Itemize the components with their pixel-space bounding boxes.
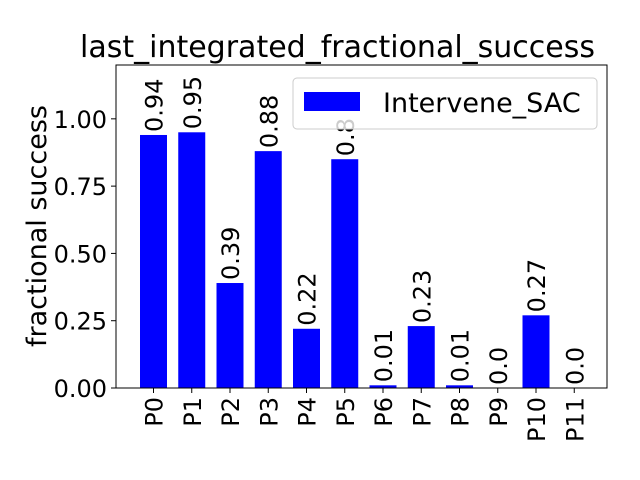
x-tick-label-P11: P11 [561,397,589,442]
x-tick-label-P6: P6 [370,397,398,427]
x-tick-label-P0: P0 [141,397,169,427]
legend-label: Intervene_SAC [383,88,581,119]
x-tick-label-P3: P3 [255,397,283,427]
y-tick-label: 0.25 [54,308,107,336]
x-tick-label-P7: P7 [408,397,436,427]
value-label-P0: 0.94 [141,79,169,132]
value-label-P11: 0.0 [561,347,589,385]
bar-P2[interactable] [216,283,244,388]
x-tick-label-P8: P8 [447,397,475,427]
y-tick-label: 0.00 [54,375,107,403]
y-axis-label: fractional success [22,105,53,347]
bar-P1[interactable] [178,132,206,388]
x-tick-label-P2: P2 [217,397,245,427]
value-label-P6: 0.01 [370,329,398,382]
plot-frame [115,64,608,389]
bar-P10[interactable] [522,315,550,388]
bar-P8[interactable] [446,385,473,388]
x-tick-label-P5: P5 [332,397,360,427]
bar-P0[interactable] [140,134,167,388]
bar-P6[interactable] [369,385,397,388]
x-tick-label-P10: P10 [523,397,551,442]
bar-P4[interactable] [293,328,320,388]
bar-P7[interactable] [407,326,435,388]
value-label-P2: 0.39 [217,227,245,280]
value-label-P4: 0.22 [294,272,322,325]
axes-layer: 0.00 0.25 0.50 0.75 1.00 P0 P1 P2 P3 P4 P5 P6 P7 P8 P9… [54,64,608,442]
y-tick-label: 0.75 [54,173,107,201]
value-label-P10: 0.27 [523,259,551,312]
x-tick-label-P1: P1 [179,397,207,427]
value-label-P9: 0.0 [485,347,513,385]
value-label-P7: 0.23 [408,270,436,323]
value-label-P8: 0.01 [447,329,475,382]
bar-P5[interactable] [331,159,359,388]
legend-swatch [304,92,360,111]
y-tick-label: 0.50 [54,240,107,268]
bars-layer [140,132,550,388]
y-tick-label: 1.00 [54,106,107,134]
chart-title: last_integrated_fractional_success [80,30,595,65]
value-label-P3: 0.88 [255,95,283,148]
x-tick-label-P4: P4 [294,397,322,427]
legend-frame [292,77,598,130]
bar-P3[interactable] [254,151,282,388]
legend[interactable]: Intervene_SAC [292,77,598,130]
x-tick-label-P9: P9 [485,397,513,427]
value-label-P1: 0.95 [179,76,207,129]
